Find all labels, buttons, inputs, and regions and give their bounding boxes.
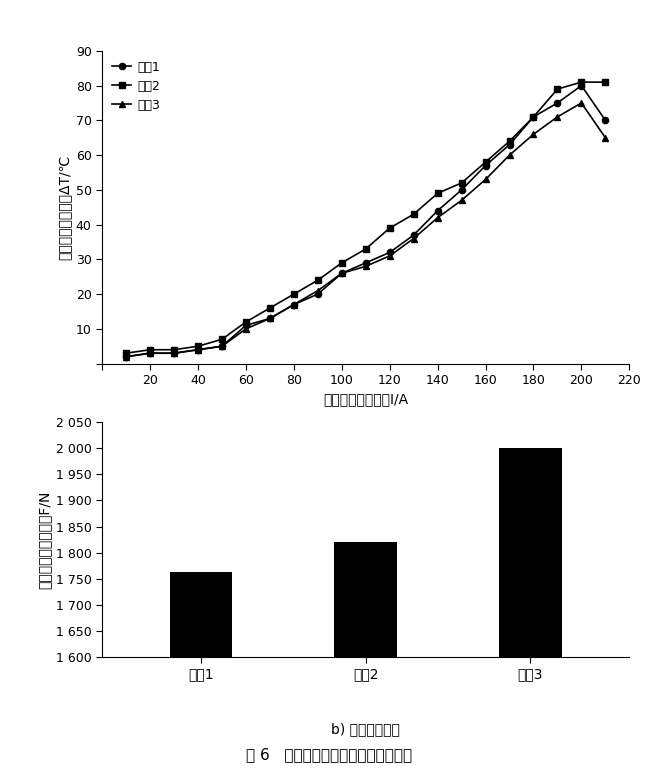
Legend: 试样1, 试样2, 试样3: 试样1, 试样2, 试样3	[108, 57, 164, 116]
Bar	[335, 542, 397, 782]
Text: b) 机械性能试验: b) 机械性能试验	[331, 723, 400, 737]
X-axis label: 汽车高压线束电流I/A: 汽车高压线束电流I/A	[323, 393, 409, 407]
Y-axis label: 汽车高压线束温升ΔT/℃: 汽车高压线束温升ΔT/℃	[57, 155, 72, 260]
Bar	[500, 448, 561, 782]
Bar	[170, 572, 233, 782]
Y-axis label: 汽车高压线束拉脱力F/N: 汽车高压线束拉脱力F/N	[38, 490, 51, 589]
Text: a) 电气性能试验: a) 电气性能试验	[331, 451, 400, 465]
Text: 图 6   汽车高压线束压接性能试验结果: 图 6 汽车高压线束压接性能试验结果	[246, 748, 413, 762]
